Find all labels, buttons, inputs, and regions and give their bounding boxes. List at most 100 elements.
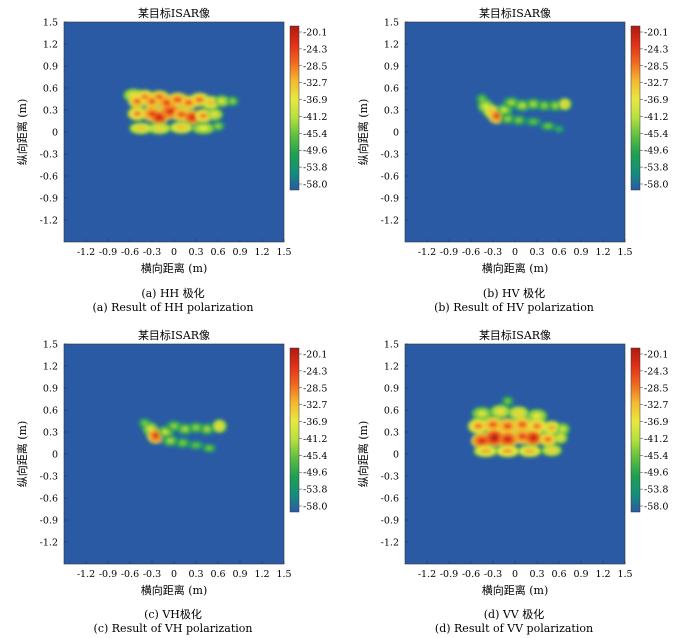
colorbar-tick-label: -58.0 — [303, 502, 327, 513]
colorbar-tick-label: -36.9 — [644, 417, 668, 428]
scatter-core — [504, 116, 512, 122]
scatter-core — [206, 446, 213, 450]
y-tick-label: 0.9 — [43, 384, 58, 395]
scatter-core — [215, 124, 221, 128]
colorbar-tick-label: -49.6 — [303, 146, 327, 157]
y-tick-label: 1.5 — [384, 18, 399, 29]
scatter-core — [152, 432, 159, 439]
x-axis-label-b: 横向距离 (m) — [482, 261, 549, 275]
y-tick-label: 1.5 — [384, 340, 399, 351]
colorbar-tick-label: -20.1 — [644, 350, 668, 361]
scatter-core — [490, 434, 499, 442]
x-tick-label: 0.9 — [573, 569, 588, 580]
y-tick-label: -0.9 — [381, 516, 399, 527]
x-tick-label: -0.6 — [121, 247, 139, 258]
scatter-core — [529, 119, 537, 124]
chart-title-b: 某目标ISAR像 — [479, 6, 551, 20]
x-tick-label: -0.3 — [143, 247, 161, 258]
colorbar-tick-label: -53.8 — [644, 163, 668, 174]
caption-c: (c) VH极化 (c) Result of VH polarization — [23, 608, 323, 636]
x-tick-label: -1.2 — [77, 569, 95, 580]
chart-panel-c: 某目标ISAR像 -1.2 -0.9 -0.6 -0.3 0 0.3 0.6 0.9 1.2 1.5… — [15, 328, 327, 597]
y-tick-label: 0 — [52, 450, 58, 461]
scatter-core — [477, 411, 487, 417]
scatter-core — [166, 438, 174, 443]
caption-d-cn: (d) VV 极化 — [483, 608, 545, 621]
scatter-core — [477, 437, 487, 444]
scatter-core — [155, 114, 163, 120]
y-axis-label-c: 纵向距离 (m) — [15, 421, 29, 488]
caption-c-en: (c) Result of VH polarization — [93, 622, 253, 635]
colorbar-tick-label: -24.3 — [303, 44, 327, 55]
scatter-core — [170, 423, 178, 429]
colorbar-tick-label: -49.6 — [303, 468, 327, 479]
colorbar-tick-label: -58.0 — [303, 180, 327, 191]
caption-a: (a) HH 极化 (a) Result of HH polarization — [23, 287, 323, 315]
y-tick-label: 0 — [393, 128, 399, 139]
colorbar-tick-label: -49.6 — [644, 146, 668, 157]
colorbar-tick-label: -24.3 — [303, 366, 327, 377]
x-tick-label: 0.6 — [551, 569, 566, 580]
y-tick-label: -0.9 — [40, 516, 58, 527]
scatter-core — [181, 426, 189, 432]
x-tick-label: 0.6 — [210, 247, 225, 258]
scatter-core — [524, 448, 535, 454]
scatter-core — [192, 443, 200, 447]
scatter-core — [488, 108, 495, 115]
scatter-core — [142, 421, 148, 426]
y-tick-label: 0.9 — [384, 62, 399, 73]
chart-title-a: 某目标ISAR像 — [138, 6, 210, 20]
scatter-core — [161, 429, 169, 435]
scatter-core — [560, 426, 566, 432]
chart-panel-d: 某目标ISAR像 -1.2 -0.9 -0.6 -0.3 0 0.3 0.6 0.9 1.2 1.5… — [356, 328, 668, 597]
x-axis-label-a: 横向距离 (m) — [141, 261, 208, 275]
scatter-core — [195, 97, 205, 103]
chart-title-d: 某目标ISAR像 — [479, 328, 551, 342]
colorbar-b — [630, 25, 641, 191]
x-tick-label: 1.5 — [276, 247, 291, 258]
colorbar-tick-label: -45.4 — [644, 129, 668, 140]
chart-title-c: 某目标ISAR像 — [138, 328, 210, 342]
colorbar-tick-label: -32.7 — [303, 78, 327, 89]
colorbar-tick-label: -41.2 — [644, 112, 668, 123]
colorbar-tick-label: -32.7 — [644, 78, 668, 89]
scatter-core — [541, 103, 548, 108]
x-tick-label: 0 — [171, 247, 177, 258]
colorbar-tick-label: -20.1 — [303, 350, 327, 361]
y-tick-label: 1.5 — [43, 18, 58, 29]
scatter-blobs-a — [122, 88, 241, 135]
colorbar-tick-label: -28.5 — [644, 61, 668, 72]
colorbar-tick-label: -28.5 — [303, 383, 327, 394]
caption-a-cn: (a) HH 极化 — [141, 287, 205, 300]
scatter-core — [230, 99, 235, 103]
y-tick-label: -1.2 — [40, 538, 58, 549]
x-tick-label: -1.2 — [418, 247, 436, 258]
scatter-core — [514, 410, 524, 416]
scatter-core — [192, 425, 200, 430]
y-tick-label: 1.2 — [384, 40, 399, 51]
y-tick-label: -1.2 — [40, 216, 58, 227]
x-tick-label: 1.5 — [617, 569, 632, 580]
scatter-core — [515, 118, 523, 123]
scatter-core — [135, 126, 147, 131]
y-tick-label: 0.6 — [384, 84, 399, 95]
y-tick-label: 0.9 — [384, 384, 399, 395]
x-tick-label: -0.6 — [121, 569, 139, 580]
y-tick-label: 1.2 — [43, 40, 58, 51]
colorbar-tick-label: -32.7 — [303, 400, 327, 411]
scatter-core — [198, 126, 209, 131]
x-tick-label: 0 — [512, 247, 518, 258]
x-tick-label: -0.9 — [99, 569, 117, 580]
x-tick-label: -1.2 — [418, 569, 436, 580]
y-tick-label: 0 — [393, 450, 399, 461]
y-tick-label: -0.6 — [40, 172, 58, 183]
y-axis-label-a: 纵向距离 (m) — [15, 99, 29, 166]
y-axis-label-d: 纵向距离 (m) — [356, 421, 370, 488]
scatter-core — [480, 448, 491, 454]
scatter-core — [529, 101, 537, 107]
caption-b: (b) HV 极化 (b) Result of HV polarization — [364, 287, 664, 315]
colorbar-tick-label: -36.9 — [644, 95, 668, 106]
scatter-core — [495, 408, 505, 415]
y-tick-label: 1.5 — [43, 340, 58, 351]
